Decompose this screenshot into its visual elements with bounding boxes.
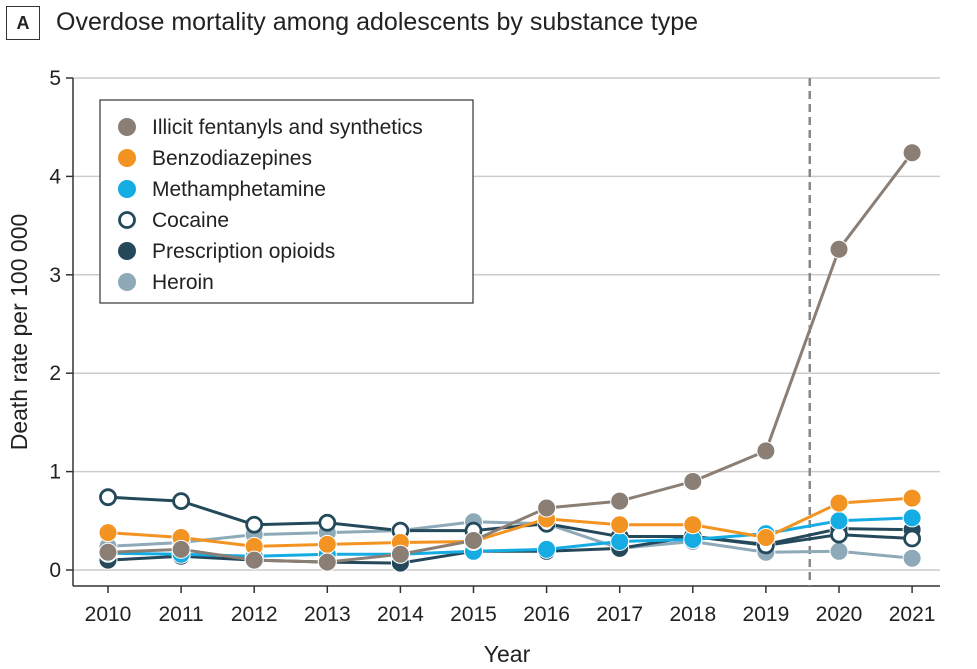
data-point-heroin: [829, 541, 849, 561]
y-tick-label: 1: [49, 461, 61, 484]
data-point-illicit_fentanyls: [902, 143, 922, 163]
legend-marker-methamphetamine: [118, 180, 136, 198]
y-tick-label: 3: [49, 264, 61, 287]
data-point-heroin: [902, 548, 922, 568]
data-point-illicit_fentanyls: [98, 542, 118, 562]
x-tick-label: 2021: [889, 603, 936, 626]
data-point-methamphetamine: [537, 539, 557, 559]
series-layer: [98, 143, 922, 573]
legend-label: Methamphetamine: [152, 178, 326, 201]
panel-label: A: [6, 6, 40, 40]
data-point-illicit_fentanyls: [829, 239, 849, 259]
y-tick-label: 4: [49, 165, 61, 188]
x-tick-label: 2018: [669, 603, 716, 626]
y-tick-label: 5: [49, 67, 61, 90]
chart-title: Overdose mortality among adolescents by …: [56, 8, 699, 36]
data-point-cocaine: [99, 488, 117, 507]
x-tick-label: 2017: [596, 603, 643, 626]
y-axis-label: Death rate per 100 000: [6, 214, 32, 451]
legend-label: Prescription opioids: [152, 240, 335, 263]
x-tick-label: 2014: [377, 603, 424, 626]
axes: [72, 78, 940, 587]
data-point-illicit_fentanyls: [683, 471, 703, 491]
data-point-benzodiazepines: [902, 488, 922, 508]
legend-label: Benzodiazepines: [152, 147, 312, 170]
x-tick-label: 2019: [743, 603, 790, 626]
x-tick-label: 2016: [523, 603, 570, 626]
x-ticks: 2010 2011 2012 2013 2014 2015 2016 2017 2018 2019…: [85, 586, 936, 626]
legend: Illicit fentanyls and synthetics Benzodia…: [99, 99, 474, 304]
data-point-cocaine: [318, 513, 337, 532]
data-point-illicit_fentanyls: [390, 544, 410, 564]
data-point-illicit_fentanyls: [537, 498, 557, 518]
legend-marker-illicit_fentanyls: [118, 118, 136, 136]
data-point-benzodiazepines: [683, 515, 703, 535]
x-tick-label: 2011: [159, 603, 204, 626]
data-point-illicit_fentanyls: [756, 441, 776, 461]
data-point-cocaine: [245, 515, 264, 534]
data-point-cocaine: [903, 529, 921, 548]
legend-marker-prescription_opioids: [118, 242, 136, 260]
x-tick-label: 2015: [450, 603, 497, 626]
legend-marker-heroin: [118, 273, 136, 291]
data-point-illicit_fentanyls: [610, 491, 630, 511]
legend-box: [99, 99, 474, 304]
legend-items: Illicit fentanyls and synthetics Benzodia…: [118, 116, 423, 294]
x-tick-label: 2020: [816, 603, 863, 626]
y-ticks: 0 1 2 3 4 5: [49, 67, 73, 582]
x-tick-label: 2013: [304, 603, 351, 626]
series-line-benzodiazepines: [107, 496, 913, 548]
legend-marker-cocaine: [118, 211, 136, 229]
x-tick-label: 2010: [85, 603, 132, 626]
x-tick-label: 2012: [231, 603, 278, 626]
data-point-illicit_fentanyls: [244, 550, 264, 570]
data-point-benzodiazepines: [98, 523, 118, 543]
series-line-prescription_opioids: [107, 527, 913, 565]
data-point-benzodiazepines: [610, 515, 630, 535]
data-point-cocaine: [172, 492, 191, 511]
x-axis-label: Year: [484, 641, 531, 667]
y-tick-label: 2: [49, 362, 61, 385]
legend-label: Illicit fentanyls and synthetics: [152, 116, 423, 139]
data-point-benzodiazepines: [317, 534, 337, 554]
legend-label: Heroin: [152, 271, 214, 294]
legend-label: Cocaine: [152, 209, 229, 232]
data-point-illicit_fentanyls: [464, 530, 483, 550]
data-point-illicit_fentanyls: [317, 552, 337, 572]
data-point-benzodiazepines: [829, 493, 849, 513]
data-point-methamphetamine: [829, 511, 849, 531]
series-line-illicit_fentanyls: [107, 151, 914, 564]
data-point-benzodiazepines: [756, 528, 776, 548]
data-point-illicit_fentanyls: [171, 539, 191, 559]
data-point-methamphetamine: [610, 531, 630, 551]
data-point-methamphetamine: [902, 508, 922, 528]
legend-marker-benzodiazepines: [118, 149, 136, 167]
series-line-cocaine: [107, 495, 913, 547]
y-tick-label: 0: [49, 559, 61, 582]
